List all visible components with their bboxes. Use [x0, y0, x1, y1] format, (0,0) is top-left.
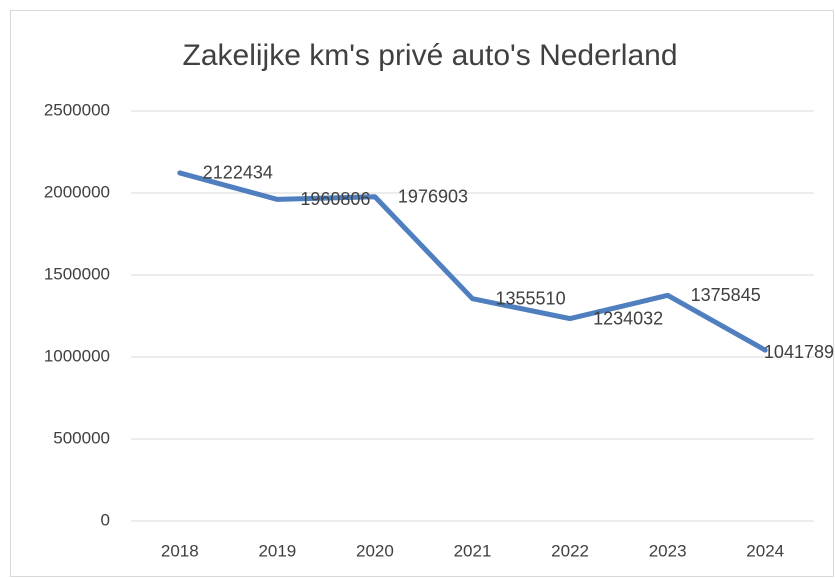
x-tick-label: 2024: [746, 541, 784, 560]
x-tick-label: 2023: [649, 541, 687, 560]
line: [177, 170, 768, 353]
y-tick-label: 2000000: [44, 182, 110, 201]
data-label: 1041789: [764, 342, 834, 362]
y-tick-label: 500000: [53, 428, 110, 447]
x-tick-label: 2021: [454, 541, 492, 560]
x-tick-label: 2019: [258, 541, 296, 560]
chart-border: [10, 10, 834, 577]
data-label: 1960806: [300, 189, 370, 209]
y-tick-label: 0: [101, 510, 110, 529]
y-tick-label: 1000000: [44, 346, 110, 365]
data-label: 1234032: [593, 308, 663, 328]
chart-title: Zakelijke km's privé auto's Nederland: [183, 39, 678, 72]
data-label: 1355510: [496, 288, 566, 308]
x-tick-label: 2018: [161, 541, 199, 560]
data-label: 1375845: [691, 285, 761, 305]
y-tick-label: 1500000: [44, 264, 110, 283]
data-label: 2122434: [203, 163, 273, 183]
x-tick-label: 2020: [356, 541, 394, 560]
data-label: 1976903: [398, 187, 468, 207]
y-tick-label: 2500000: [44, 100, 110, 119]
x-tick-label: 2022: [551, 541, 589, 560]
